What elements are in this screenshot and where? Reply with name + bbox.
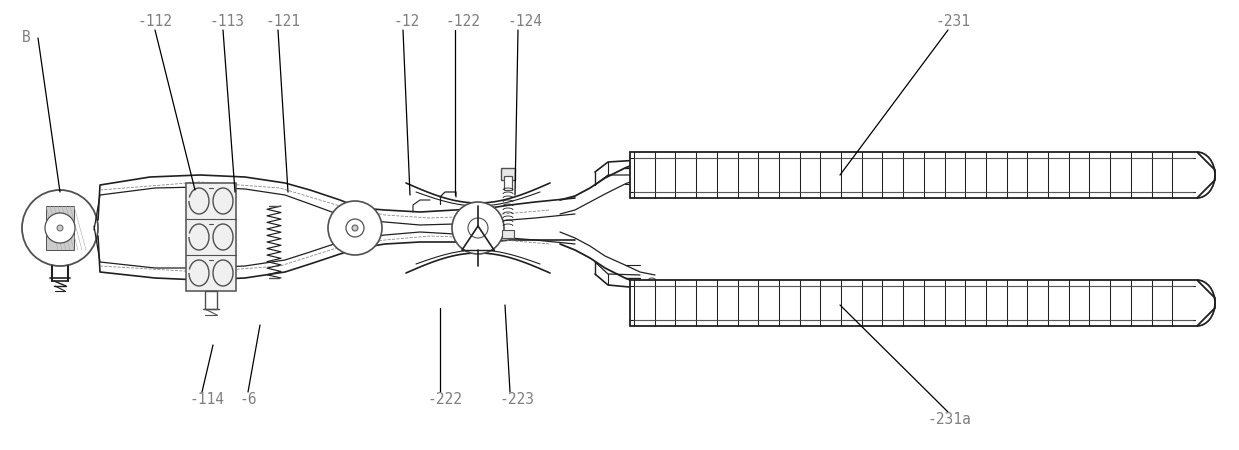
Text: -231a: -231a [928, 413, 971, 428]
Text: -12: -12 [393, 14, 419, 30]
Polygon shape [629, 152, 1215, 198]
Circle shape [468, 218, 488, 238]
Text: -122: -122 [445, 14, 479, 30]
Text: -112: -112 [138, 14, 172, 30]
Text: -223: -223 [501, 392, 535, 408]
Circle shape [45, 213, 76, 243]
Text: -6: -6 [240, 392, 258, 408]
Bar [204, 291, 217, 309]
Bar [186, 183, 235, 291]
Text: -124: -124 [508, 14, 543, 30]
Bar [504, 176, 512, 190]
Circle shape [57, 225, 63, 231]
Circle shape [328, 201, 382, 255]
Polygon shape [629, 280, 1215, 326]
Circle shape [647, 161, 657, 171]
Text: -121: -121 [265, 14, 300, 30]
Circle shape [346, 219, 364, 237]
Circle shape [22, 190, 98, 266]
Text: -113: -113 [209, 14, 245, 30]
Bar [501, 168, 515, 180]
Circle shape [452, 202, 504, 254]
Polygon shape [46, 206, 74, 250]
Text: -222: -222 [427, 392, 463, 408]
Text: -231: -231 [935, 14, 970, 30]
Circle shape [647, 278, 657, 288]
Circle shape [352, 225, 358, 231]
Bar [502, 230, 514, 238]
Text: -114: -114 [190, 392, 225, 408]
Text: B: B [22, 31, 31, 45]
